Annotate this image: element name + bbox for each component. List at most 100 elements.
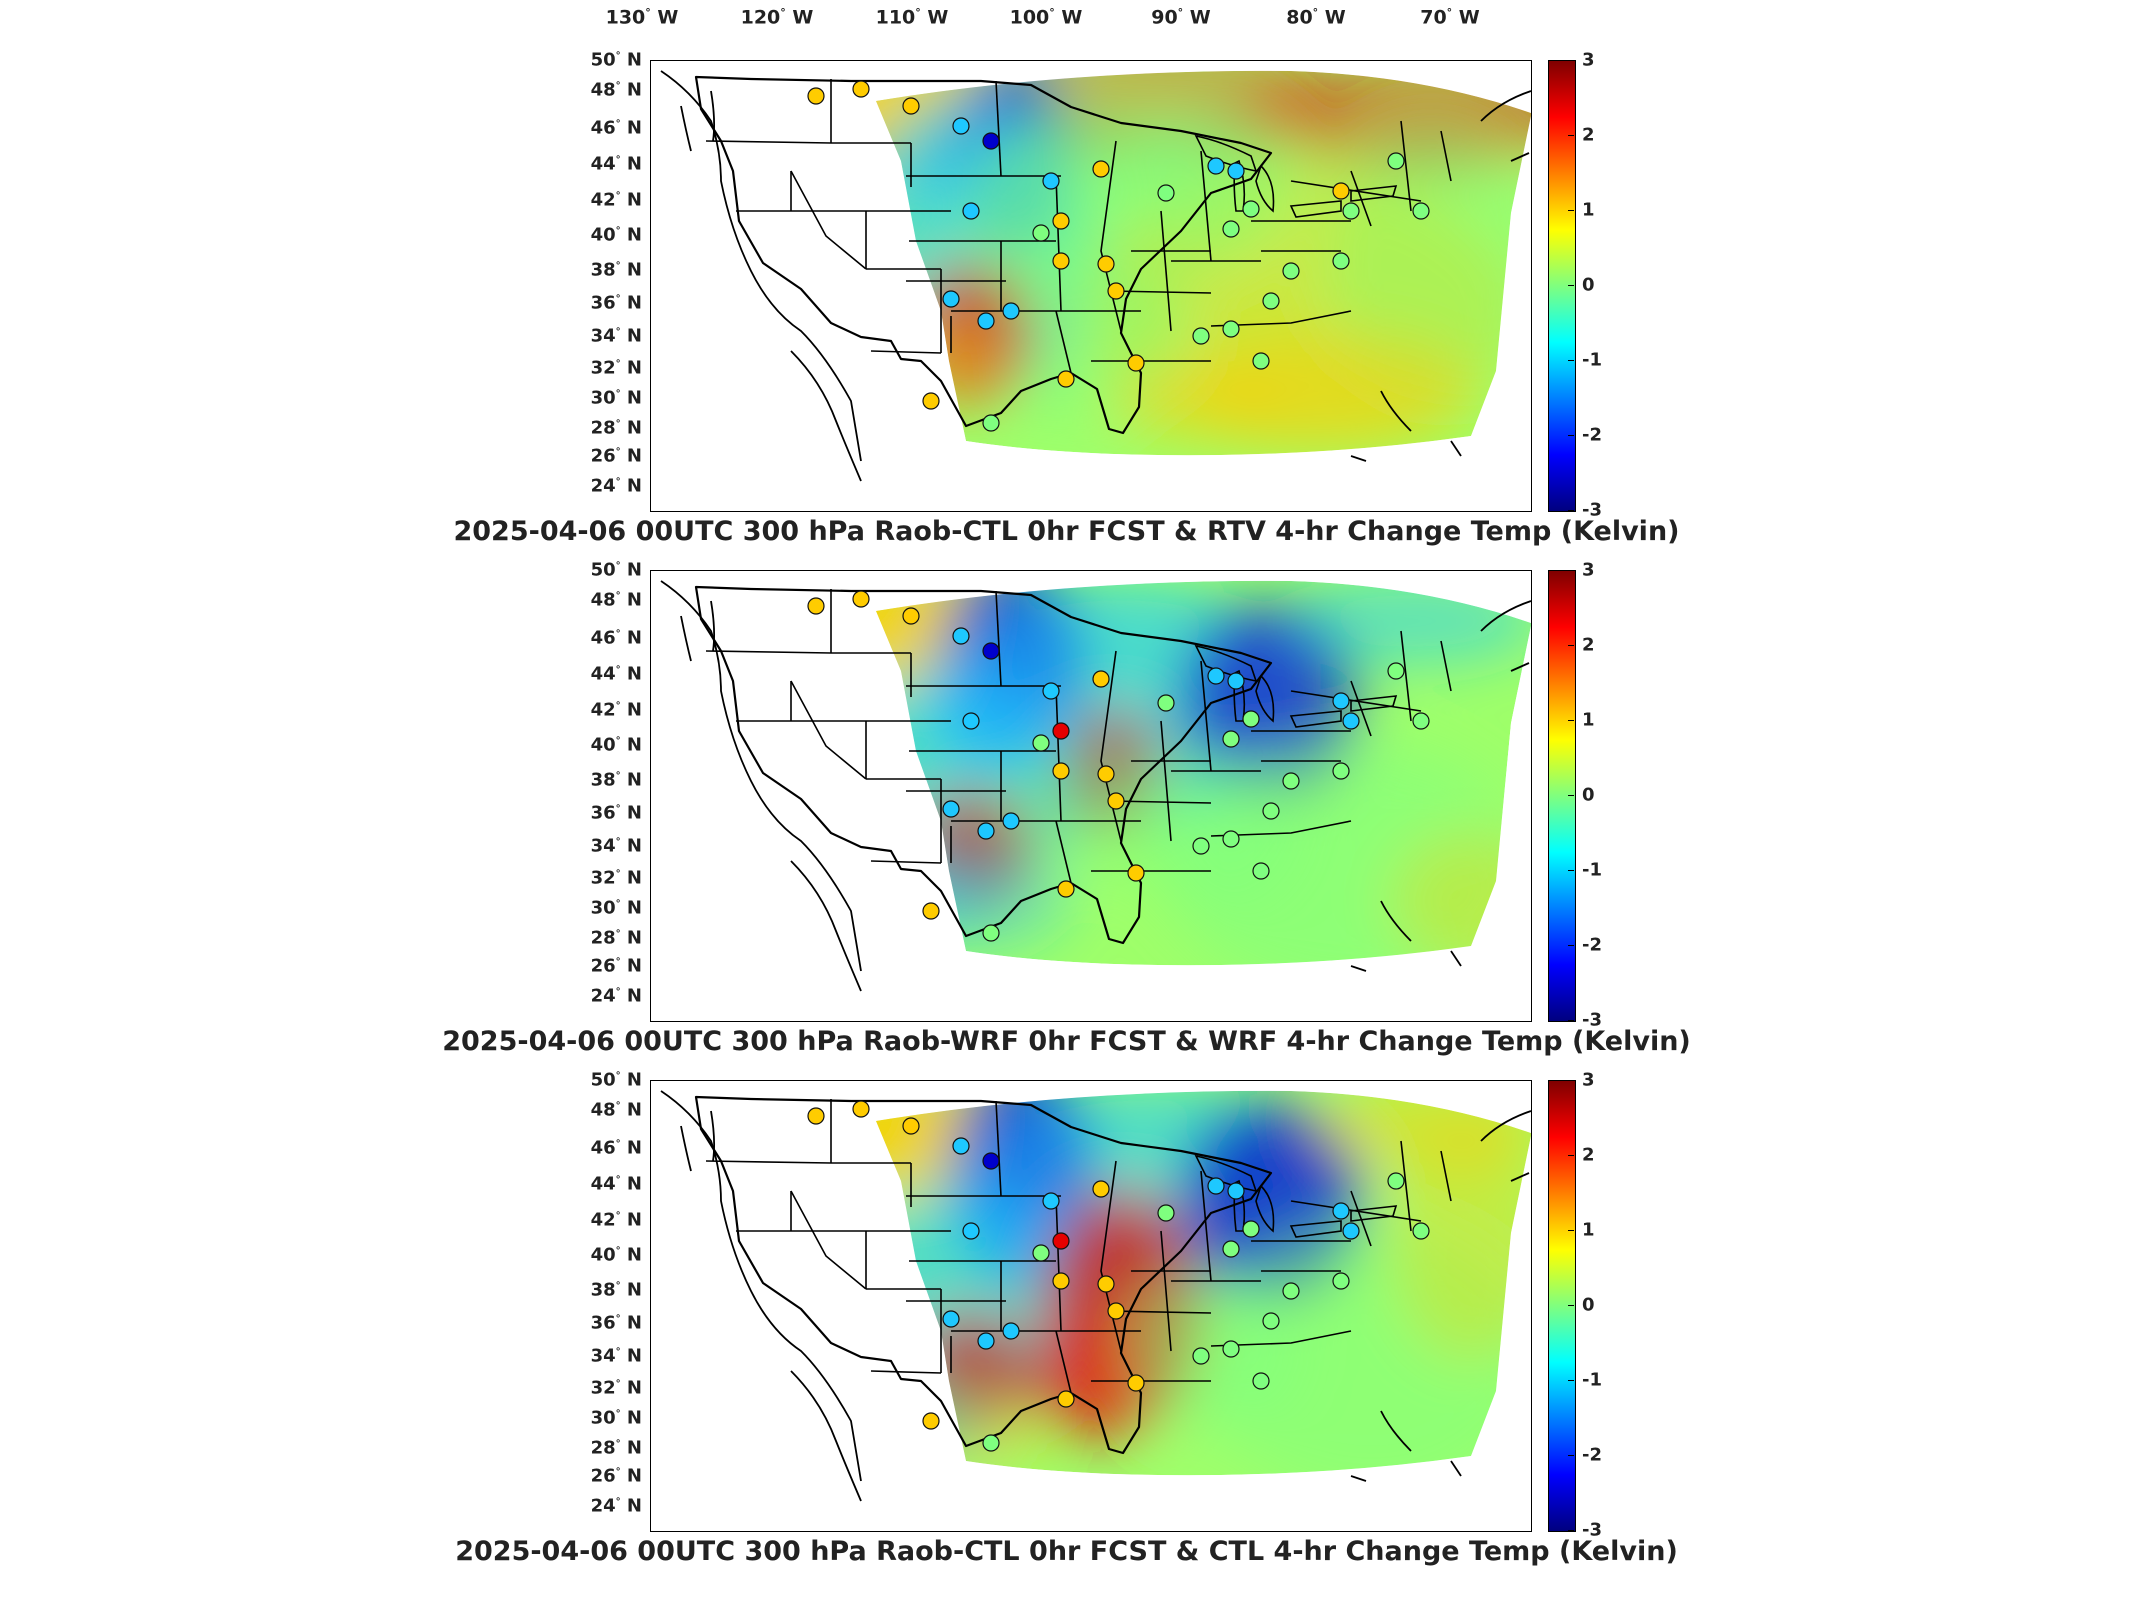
coastline <box>680 105 692 152</box>
colorbar-tick-mark <box>1568 945 1574 946</box>
state-border <box>1055 1330 1072 1394</box>
lat-label-48: 48° N <box>590 1099 642 1121</box>
field-region <box>1201 331 1481 451</box>
raob-station-marker <box>1002 1322 1020 1340</box>
field-region <box>1121 751 1301 911</box>
raob-station-marker <box>1252 862 1270 880</box>
raob-station-marker <box>1127 1374 1145 1392</box>
raob-station-marker <box>1342 712 1360 730</box>
coastline <box>1380 390 1412 432</box>
field-region <box>1321 121 1531 401</box>
raob-station-marker <box>1032 734 1050 752</box>
state-border <box>1055 685 1062 822</box>
lon-label-120: 120° W <box>740 6 814 29</box>
colorbar-tick-mark <box>1568 1230 1574 1231</box>
colorbar-tick-mark <box>1568 285 1574 286</box>
raob-station-marker <box>982 1152 1000 1170</box>
state-border <box>1200 1170 1212 1282</box>
field-region <box>1121 101 1301 261</box>
coastline <box>1350 1475 1367 1482</box>
coastline <box>1380 900 1412 942</box>
temperature-field <box>876 70 1531 456</box>
lat-label-32: 32° N <box>590 1377 642 1399</box>
lat-label-32: 32° N <box>590 357 642 379</box>
state-border <box>1110 800 1212 804</box>
colorbar-tick-mark <box>1568 1305 1574 1306</box>
colorbar-tick-label: 3 <box>1582 49 1595 71</box>
coastline <box>1510 662 1530 672</box>
raob-station-marker <box>1042 1192 1060 1210</box>
map-frame <box>650 60 1532 512</box>
raob-station-marker <box>1052 212 1070 230</box>
colorbar-tick-mark <box>1568 795 1574 796</box>
lat-label-48: 48° N <box>590 589 642 611</box>
colorbar-tick-label: 1 <box>1582 1219 1595 1241</box>
colorbar-tick-label: 1 <box>1582 199 1595 221</box>
raob-station-marker <box>1042 682 1060 700</box>
raob-station-marker <box>807 1107 825 1125</box>
lon-label-110: 110° W <box>875 6 949 29</box>
raob-station-marker <box>1042 172 1060 190</box>
raob-station-marker <box>1107 1302 1125 1320</box>
raob-station-marker <box>1412 712 1430 730</box>
raob-station-marker <box>1227 162 1245 180</box>
colorbar-tick-label: -2 <box>1582 424 1602 446</box>
raob-station-marker <box>1332 1272 1350 1290</box>
lat-label-34: 34° N <box>590 325 642 347</box>
lat-label-46: 46° N <box>590 627 642 649</box>
raob-station-marker <box>942 1310 960 1328</box>
raob-stations <box>807 80 1430 432</box>
raob-station-marker <box>1242 1220 1260 1238</box>
raob-station-marker <box>1262 292 1280 310</box>
raob-station-marker <box>1052 722 1070 740</box>
coastline <box>790 860 862 992</box>
colorbar-tick-label: -2 <box>1582 1444 1602 1466</box>
coastline <box>710 90 716 142</box>
colorbar-tick-label: -1 <box>1582 859 1602 881</box>
lat-label-40: 40° N <box>590 1244 642 1266</box>
lat-label-48: 48° N <box>590 79 642 101</box>
colorbar-tick-mark <box>1568 60 1574 61</box>
map-panel-1: 50° N 48° N 46° N 44° N 42° N 40° N 38° N 36° N… <box>0 50 2133 570</box>
coastline <box>790 350 862 482</box>
colorbar-tick-mark <box>1568 1020 1574 1021</box>
map-frame <box>650 570 1532 1022</box>
raob-station-marker <box>852 1100 870 1118</box>
raob-station-marker <box>962 712 980 730</box>
state-border <box>1100 650 1122 842</box>
state-border <box>705 1160 832 1164</box>
great-lakes-outline <box>1255 164 1275 213</box>
lat-label-50: 50° N <box>590 559 642 581</box>
raob-station-marker <box>1092 670 1110 688</box>
temperature-map <box>660 1090 1531 1502</box>
colorbar-tick-label: -3 <box>1582 1009 1602 1031</box>
lat-label-50: 50° N <box>590 1069 642 1091</box>
colorbar-tick-mark <box>1568 135 1574 136</box>
raob-station-marker <box>922 392 940 410</box>
lon-label-100: 100° W <box>1009 6 1083 29</box>
raob-station-marker <box>1107 282 1125 300</box>
map-frame <box>650 1080 1532 1532</box>
colorbar-tick-label: 2 <box>1582 124 1595 146</box>
raob-station-marker <box>1207 667 1225 685</box>
field-region <box>1121 1271 1301 1431</box>
coastline <box>1380 1410 1412 1452</box>
lat-label-50: 50° N <box>590 49 642 71</box>
state-border <box>870 860 942 864</box>
colorbar-tick-mark <box>1568 870 1574 871</box>
raob-station-marker <box>977 1332 995 1350</box>
raob-station-marker <box>1107 792 1125 810</box>
temperature-map <box>660 70 1531 482</box>
colorbar-tick-label: -1 <box>1582 349 1602 371</box>
state-border <box>995 80 1002 177</box>
raob-station-marker <box>1057 880 1075 898</box>
lat-label-26: 26° N <box>590 955 642 977</box>
lat-label-38: 38° N <box>590 1279 642 1301</box>
lat-label-28: 28° N <box>590 1437 642 1459</box>
raob-station-marker <box>1222 1240 1240 1258</box>
lon-label-130: 130° W <box>605 6 679 29</box>
country-outline <box>694 75 1273 435</box>
raob-station-marker <box>1157 1204 1175 1222</box>
raob-station-marker <box>1052 762 1070 780</box>
state-border <box>1350 170 1372 227</box>
